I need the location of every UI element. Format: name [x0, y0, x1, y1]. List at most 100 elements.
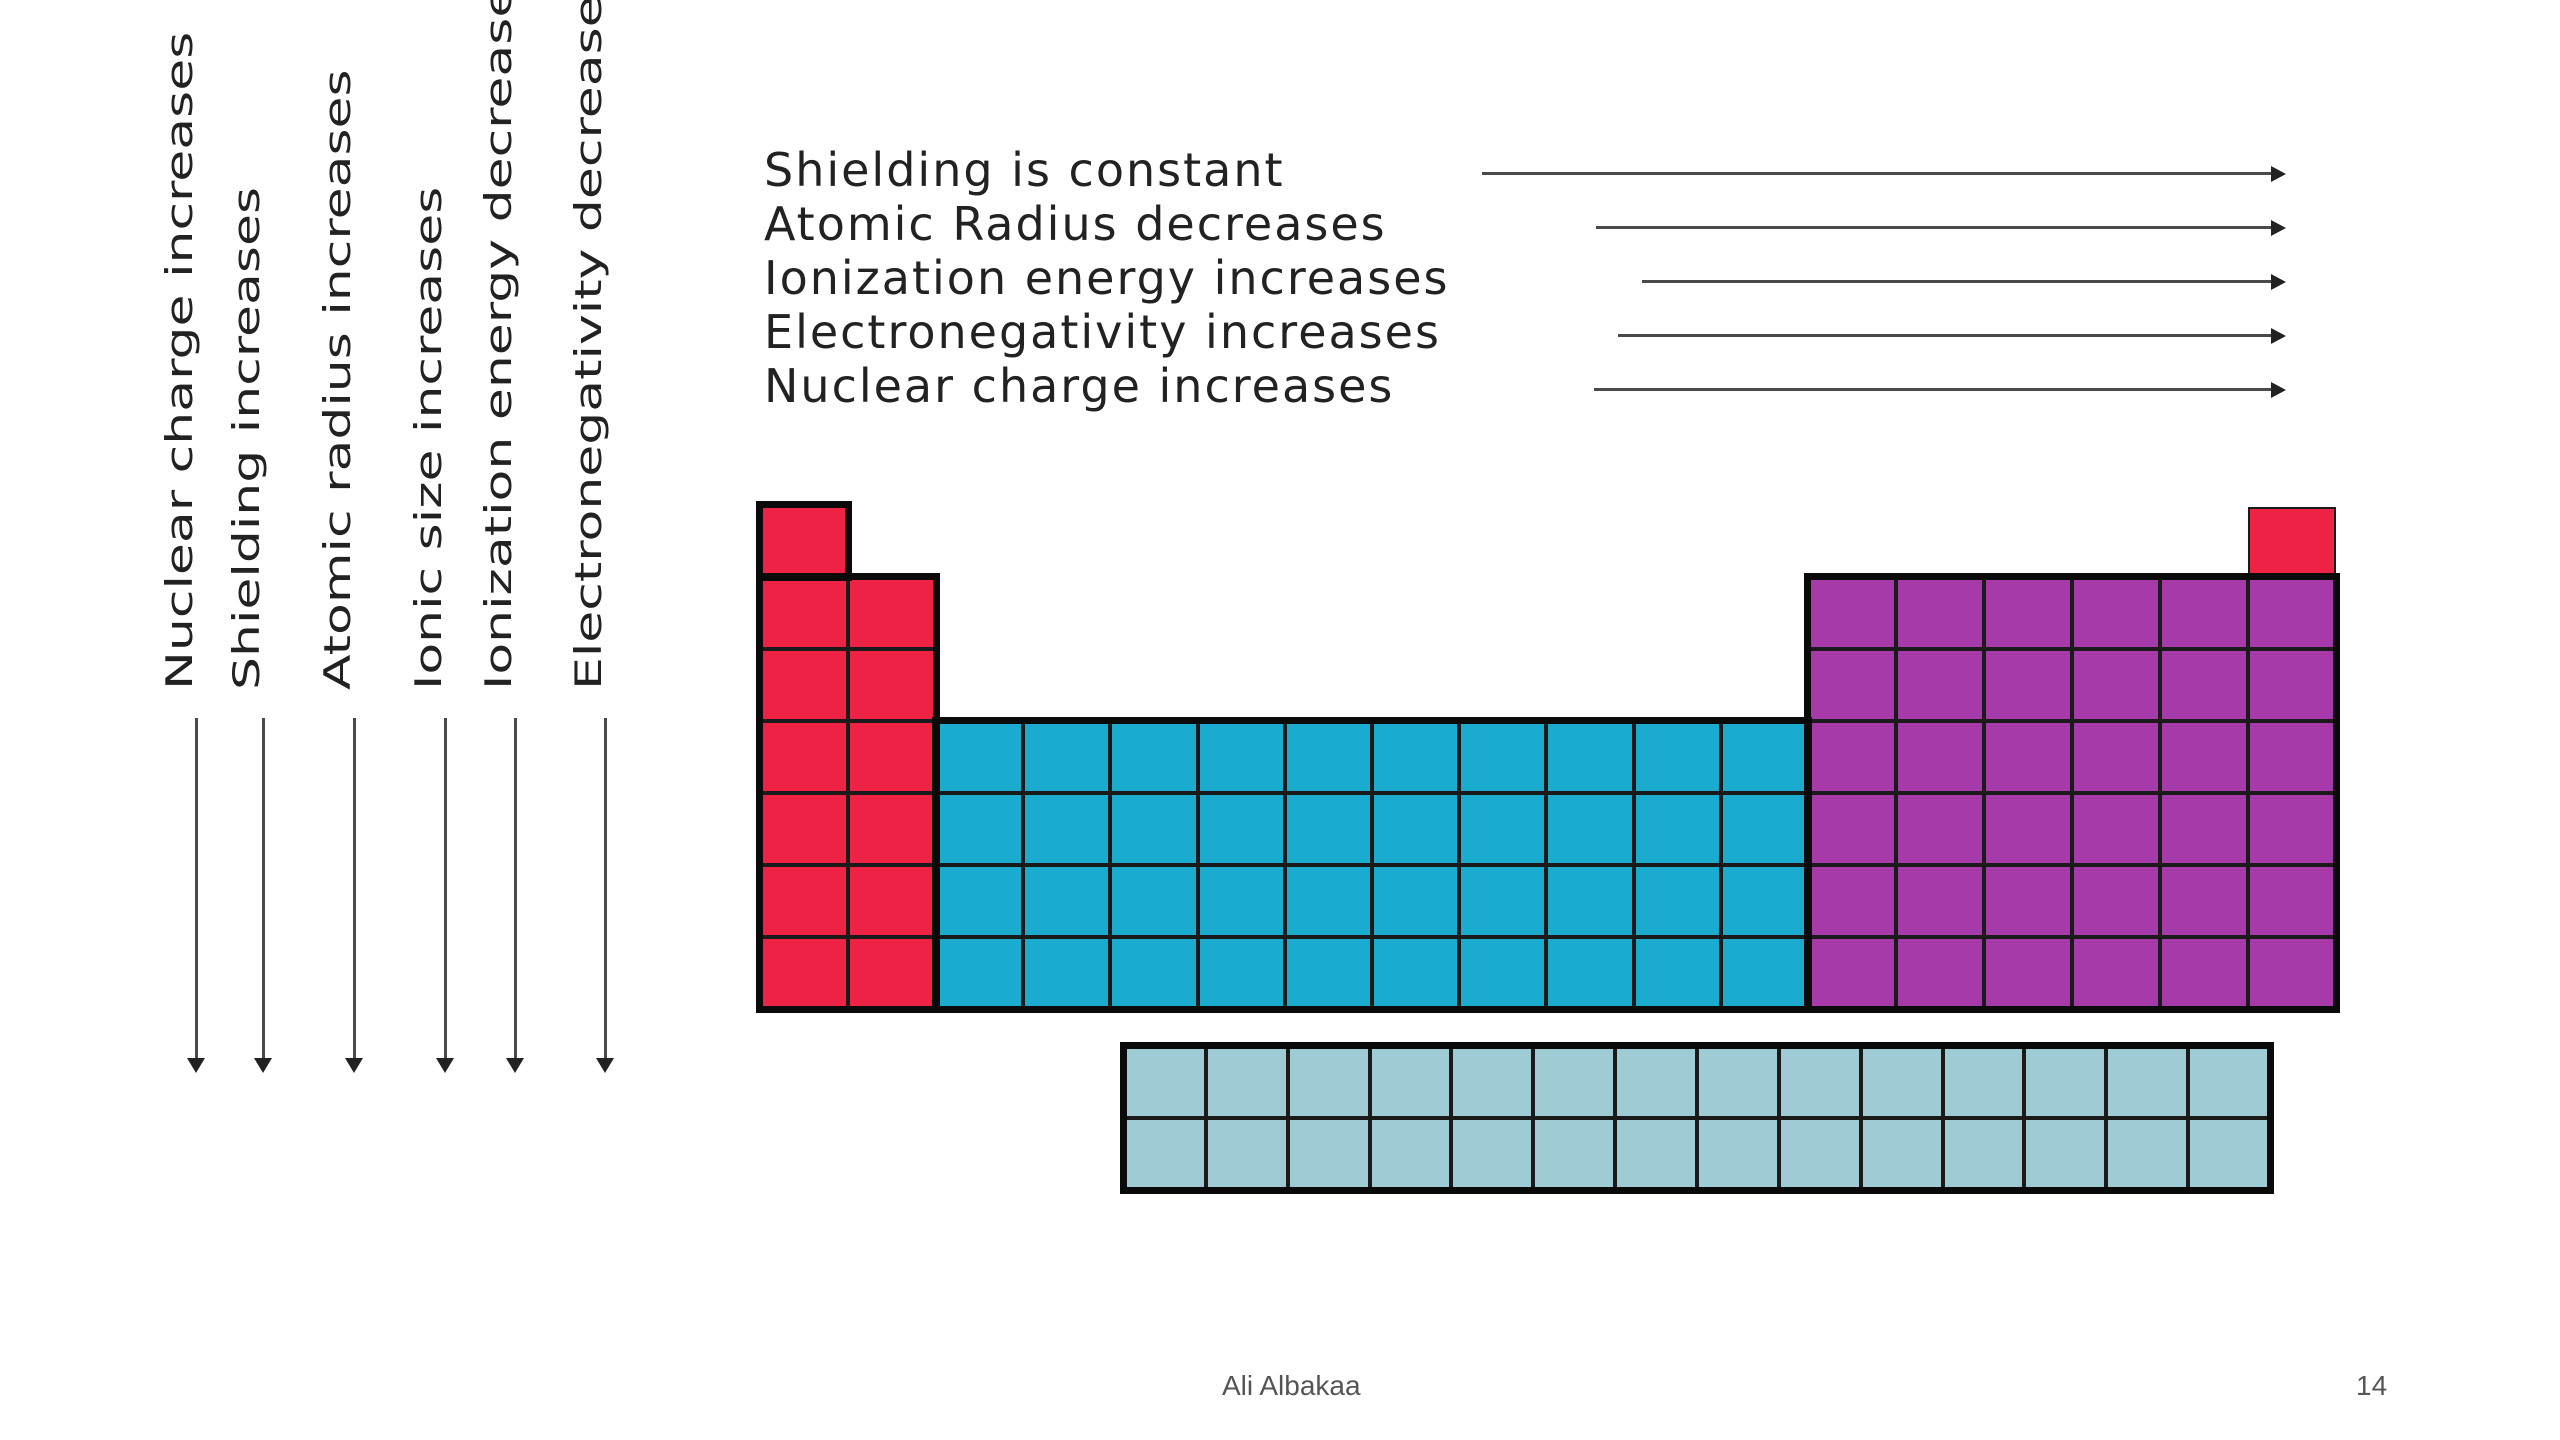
- d-block-cell: [1372, 793, 1460, 865]
- p-block-cell: [1984, 577, 2072, 649]
- footer-author: Ali Albakaa: [1222, 1370, 1361, 1401]
- f-block-cell: [1451, 1118, 1534, 1190]
- f-block-cell: [1860, 1118, 1943, 1190]
- f-block-cell: [1615, 1118, 1697, 1190]
- horizontal-trend-label: Electronegativity increases: [764, 305, 1441, 359]
- d-block-cell: [1720, 721, 1808, 793]
- f-block-cell: [1533, 1118, 1616, 1190]
- right-arrow-shaft: [1594, 388, 2272, 391]
- p-block-cell: [2072, 577, 2160, 649]
- d-block-cell: [936, 937, 1024, 1009]
- horizontal-trend: Shielding is constant: [764, 142, 2294, 202]
- f-block-cell: [2188, 1118, 2270, 1190]
- p-block-cell: [1808, 793, 1896, 865]
- vertical-trend-label: Ionization energy decreases: [478, 0, 521, 690]
- p-block-cell: [2160, 721, 2248, 793]
- f-block-cell: [2188, 1046, 2270, 1118]
- down-arrow-icon: [506, 1058, 524, 1073]
- d-block-cell: [1546, 721, 1634, 793]
- right-arrow-icon: [2271, 382, 2286, 398]
- horizontal-trend: Atomic Radius decreases: [764, 196, 2294, 256]
- d-block-cell: [1284, 865, 1372, 937]
- p-block-cell: [2248, 937, 2336, 1009]
- p-block-cell: [2160, 577, 2248, 649]
- s-block-cell: [848, 577, 936, 649]
- f-block-cell: [1778, 1118, 1861, 1190]
- d-block-cell: [936, 865, 1024, 937]
- d-block-cell: [1023, 793, 1111, 865]
- d-block-cell: [1720, 793, 1808, 865]
- s-block-cell: [760, 505, 848, 577]
- right-arrow-icon: [2271, 328, 2286, 344]
- p-block-cell: [2072, 937, 2160, 1009]
- p-block-cell: [2160, 937, 2248, 1009]
- down-arrow-icon: [436, 1058, 454, 1073]
- p-block-cell: [2072, 721, 2160, 793]
- down-arrow-shaft: [195, 718, 198, 1058]
- d-block-cell: [1110, 937, 1198, 1009]
- d-block-cell: [1284, 721, 1372, 793]
- s-block-cell: [760, 937, 848, 1009]
- d-block-cell: [1633, 865, 1721, 937]
- d-block-cell: [1197, 793, 1285, 865]
- s-block-cell: [760, 793, 848, 865]
- d-block-cell: [936, 793, 1024, 865]
- d-block-cell: [1546, 865, 1634, 937]
- d-block-cell: [1197, 937, 1285, 1009]
- f-block-cell: [1287, 1118, 1370, 1190]
- p-block-cell: [1984, 649, 2072, 721]
- d-block-cell: [1284, 937, 1372, 1009]
- f-block-cell: [2024, 1046, 2107, 1118]
- p-block-cell: [1896, 721, 1984, 793]
- f-block-cell: [2106, 1046, 2189, 1118]
- helium-cell: [2248, 507, 2336, 577]
- s-block-cell: [760, 577, 848, 649]
- down-arrow-icon: [596, 1058, 614, 1073]
- f-block-cell: [1205, 1046, 1288, 1118]
- right-arrow-icon: [2271, 220, 2286, 236]
- right-arrow-icon: [2271, 166, 2286, 182]
- f-block-cell: [1615, 1046, 1697, 1118]
- vertical-trend-label: Atomic radius increases: [317, 69, 360, 690]
- s-block-cell: [848, 793, 936, 865]
- d-block-cell: [1372, 865, 1460, 937]
- p-block-cell: [2248, 577, 2336, 649]
- right-arrow-shaft: [1642, 280, 2272, 283]
- d-block-cell: [1023, 937, 1111, 1009]
- f-block-cell: [1533, 1046, 1616, 1118]
- s-block-cell: [760, 721, 848, 793]
- f-block-cell: [1942, 1046, 2025, 1118]
- vertical-trend-label: Shielding increases: [226, 186, 269, 690]
- d-block-cell: [1633, 937, 1721, 1009]
- p-block-cell: [1896, 577, 1984, 649]
- d-block-cell: [1459, 937, 1547, 1009]
- p-block-cell: [1984, 793, 2072, 865]
- f-block-cell: [1942, 1118, 2025, 1190]
- p-block-cell: [2160, 865, 2248, 937]
- d-block-cell: [1459, 721, 1547, 793]
- d-block-cell: [1110, 721, 1198, 793]
- horizontal-trend-label: Nuclear charge increases: [764, 359, 1395, 413]
- p-block-cell: [1896, 937, 1984, 1009]
- page-number: 14: [2356, 1370, 2388, 1401]
- down-arrow-icon: [254, 1058, 272, 1073]
- d-block-cell: [1720, 865, 1808, 937]
- f-block-cell: [1697, 1118, 1779, 1190]
- f-block-cell: [2024, 1118, 2107, 1190]
- horizontal-trend: Electronegativity increases: [764, 304, 2294, 364]
- f-block-cell: [1860, 1046, 1943, 1118]
- f-block-cell: [1451, 1046, 1534, 1118]
- d-block-cell: [1546, 937, 1634, 1009]
- d-block-cell: [1197, 865, 1285, 937]
- p-block-cell: [2248, 793, 2336, 865]
- f-block-cell: [1287, 1046, 1370, 1118]
- right-arrow-shaft: [1596, 226, 2272, 229]
- p-block-cell: [1808, 577, 1896, 649]
- p-block-cell: [2160, 793, 2248, 865]
- horizontal-trend-label: Atomic Radius decreases: [764, 197, 1387, 251]
- p-block-cell: [1896, 793, 1984, 865]
- d-block-cell: [1284, 793, 1372, 865]
- p-block-cell: [1896, 649, 1984, 721]
- d-block-cell: [1459, 793, 1547, 865]
